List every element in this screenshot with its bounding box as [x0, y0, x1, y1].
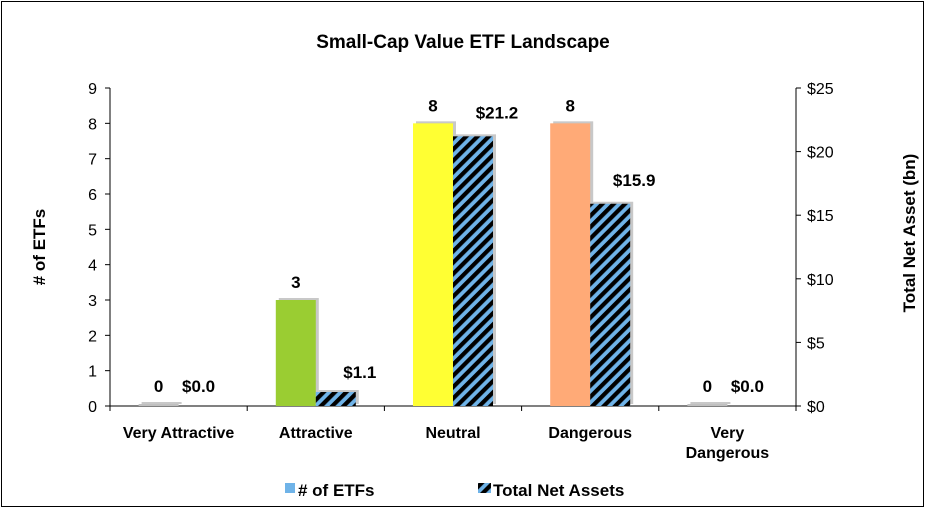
bar-num-etfs	[413, 123, 453, 406]
bar-num-etfs	[687, 404, 728, 406]
y-tick-label-right: $5	[807, 335, 825, 352]
y-tick-label-left: 7	[88, 152, 97, 169]
y-axis-right-title: Total Net Asset (bn)	[900, 154, 919, 313]
y-tick-label-left: 0	[88, 399, 97, 416]
data-label-num-etfs: 8	[428, 96, 437, 115]
bar-total-net-assets	[453, 136, 493, 406]
x-category-label: Attractive	[279, 425, 353, 442]
x-category-label: Neutral	[425, 425, 480, 442]
legend-swatch-num-etfs	[285, 483, 295, 493]
data-label-total-net-assets: $1.1	[343, 363, 376, 382]
y-tick-label-left: 1	[88, 364, 97, 381]
data-label-total-net-assets: $0.0	[731, 377, 764, 396]
bar-shadow	[690, 402, 731, 404]
data-label-num-etfs: 8	[565, 96, 574, 115]
data-label-num-etfs: 0	[154, 377, 163, 396]
y-tick-label-left: 6	[88, 187, 97, 204]
y-tick-label-right: $20	[807, 145, 834, 162]
legend-label-num-etfs: # of ETFs	[298, 481, 375, 500]
bar-num-etfs	[138, 404, 179, 406]
x-category-label: Very	[710, 425, 744, 442]
y-axis-left-title: # of ETFs	[30, 209, 49, 286]
data-label-num-etfs: 3	[291, 273, 300, 292]
bar-total-net-assets	[315, 392, 356, 406]
bar-num-etfs	[550, 123, 591, 406]
data-label-num-etfs: 0	[703, 377, 712, 396]
y-tick-label-right: $10	[807, 272, 834, 289]
y-tick-label-left: 4	[88, 258, 97, 275]
data-label-total-net-assets: $21.2	[476, 103, 519, 122]
legend-swatch-total-net-assets	[478, 483, 491, 493]
bar-shadow	[141, 402, 182, 404]
y-tick-label-left: 5	[88, 222, 97, 239]
x-category-label: Very Attractive	[123, 425, 235, 442]
data-label-total-net-assets: $15.9	[613, 171, 656, 190]
y-tick-label-left: 9	[88, 81, 97, 98]
x-category-label: Dangerous	[686, 445, 770, 462]
data-label-total-net-assets: $0.0	[182, 377, 215, 396]
legend-label-total-net-assets: Total Net Assets	[493, 481, 624, 500]
y-tick-label-right: $0	[807, 399, 825, 416]
bar-num-etfs	[275, 300, 316, 406]
y-tick-label-right: $25	[807, 81, 834, 98]
chart-title: Small-Cap Value ETF Landscape	[316, 32, 610, 53]
y-tick-label-left: 2	[88, 328, 97, 345]
y-tick-label-left: 3	[88, 293, 97, 310]
y-tick-label-right: $15	[807, 208, 834, 225]
bar-total-net-assets	[590, 203, 631, 406]
y-tick-label-left: 8	[88, 116, 97, 133]
x-category-label: Dangerous	[548, 425, 632, 442]
